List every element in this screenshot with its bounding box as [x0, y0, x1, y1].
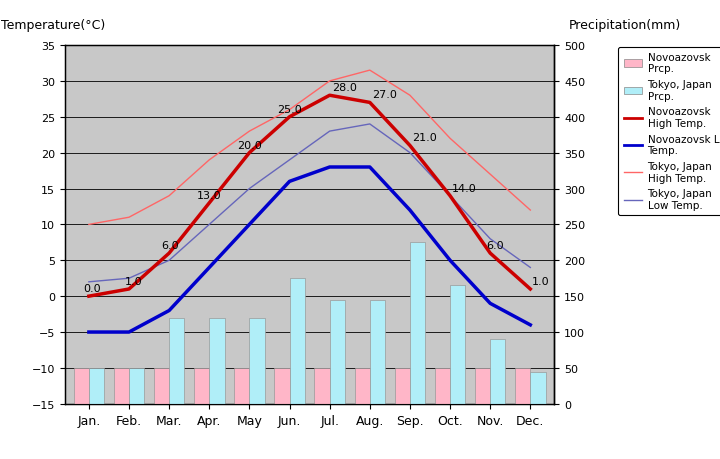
Bar: [210, 318, 225, 404]
Text: 25.0: 25.0: [277, 105, 302, 114]
Bar: [410, 243, 426, 404]
Bar: [194, 368, 210, 404]
Text: 1.0: 1.0: [532, 276, 550, 286]
Text: 20.0: 20.0: [238, 140, 262, 150]
Bar: [475, 368, 490, 404]
Text: 1.0: 1.0: [125, 276, 143, 286]
Bar: [435, 368, 450, 404]
Text: 6.0: 6.0: [486, 241, 504, 251]
Bar: [450, 286, 465, 404]
Bar: [73, 368, 89, 404]
Bar: [315, 368, 330, 404]
Text: Precipitation(mm): Precipitation(mm): [569, 19, 681, 32]
Bar: [154, 368, 169, 404]
Text: 28.0: 28.0: [332, 83, 356, 93]
Bar: [289, 279, 305, 404]
Legend: Novoazovsk
Prcp., Tokyo, Japan
Prcp., Novoazovsk
High Temp., Novoazovsk Low
Temp: Novoazovsk Prcp., Tokyo, Japan Prcp., No…: [618, 48, 720, 216]
Bar: [354, 368, 370, 404]
Bar: [169, 318, 184, 404]
Bar: [330, 300, 345, 404]
Bar: [370, 300, 385, 404]
Bar: [531, 372, 546, 404]
Text: 13.0: 13.0: [197, 190, 222, 201]
Text: Temperature(°C): Temperature(°C): [1, 19, 105, 32]
Text: 6.0: 6.0: [161, 241, 179, 251]
Text: 0.0: 0.0: [83, 284, 101, 293]
Bar: [114, 368, 129, 404]
Text: 14.0: 14.0: [452, 183, 477, 193]
Bar: [490, 340, 505, 404]
Bar: [234, 368, 249, 404]
Text: 27.0: 27.0: [372, 90, 397, 100]
Bar: [249, 318, 265, 404]
Bar: [395, 368, 410, 404]
Bar: [274, 368, 289, 404]
Bar: [515, 368, 531, 404]
Text: 21.0: 21.0: [412, 133, 437, 143]
Bar: [89, 368, 104, 404]
Bar: [129, 368, 144, 404]
